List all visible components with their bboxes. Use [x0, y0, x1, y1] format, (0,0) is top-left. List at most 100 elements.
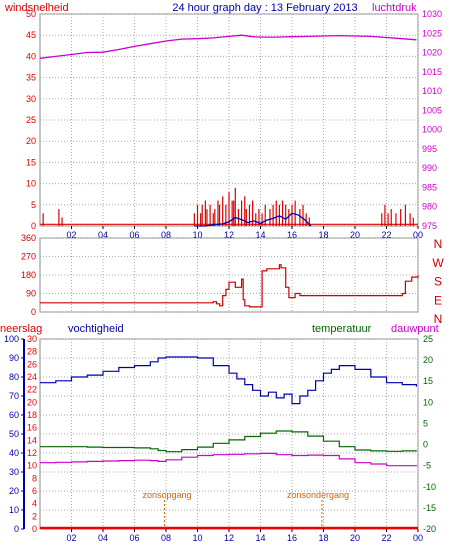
pressure-y-tick-label: 990	[422, 163, 437, 173]
x-tick-label: 16	[287, 533, 297, 543]
humidity-axis-title: vochtigheid	[68, 323, 124, 335]
rain-y-tick-label: 4	[32, 499, 37, 509]
wind-y-tick-label: 25	[26, 115, 36, 125]
x-tick-label: 12	[224, 230, 234, 240]
x-tick-label: 00	[413, 230, 423, 240]
x-tick-label: 04	[98, 230, 108, 240]
x-tick-label: 22	[381, 230, 391, 240]
rain-y-tick-label: 24	[27, 372, 37, 382]
x-tick-label: 08	[161, 230, 171, 240]
pressure-y-tick-label: 1030	[422, 9, 442, 19]
rain-y-tick-label: 16	[27, 423, 37, 433]
rain-axis-title: neerslag	[0, 323, 42, 335]
rain-y-tick-label: 28	[27, 347, 37, 357]
temperature-y-tick-label: 20	[423, 355, 433, 365]
pressure-y-tick-label: 1000	[422, 125, 442, 135]
humidity-y-tick-label: 100	[4, 334, 19, 344]
temperature-y-tick-label: 0	[423, 440, 428, 450]
compass-label: E	[434, 293, 442, 307]
wind-y-tick-label: 20	[26, 136, 36, 146]
x-tick-label: 22	[381, 533, 391, 543]
temperature-y-tick-label: 10	[423, 397, 433, 407]
x-tick-label: 14	[255, 230, 265, 240]
rain-y-tick-label: 8	[32, 473, 37, 483]
wind-y-tick-label: 45	[26, 30, 36, 40]
wind-y-tick-label: 40	[26, 51, 36, 61]
x-tick-label: 08	[161, 533, 171, 543]
wind-y-tick-label: 50	[26, 9, 36, 19]
pressure-y-tick-label: 995	[422, 144, 437, 154]
dewpoint-axis-title: dauwpunt	[391, 323, 439, 335]
pressure-y-tick-label: 975	[422, 221, 437, 231]
pressure-y-tick-label: 1020	[422, 48, 442, 58]
rain-y-tick-label: 2	[32, 511, 37, 521]
pressure-axis-title: luchtdruk	[372, 2, 417, 14]
x-tick-label: 18	[318, 230, 328, 240]
temperature-y-tick-label: 25	[423, 334, 433, 344]
humidity-y-tick-label: 40	[9, 448, 19, 458]
wind-y-tick-label: 10	[26, 179, 36, 189]
temperature-line	[40, 430, 417, 453]
pressure-line	[39, 34, 417, 59]
x-tick-label: 18	[318, 533, 328, 543]
sunrise-label: zonsopgang	[142, 490, 191, 500]
wind-direction-line	[40, 264, 419, 308]
wind-y-tick-label: 30	[26, 94, 36, 104]
humidity-line	[40, 356, 417, 405]
pressure-y-tick-label: 1025	[422, 28, 442, 38]
temperature-y-tick-label: -15	[423, 503, 436, 513]
x-tick-label: 10	[192, 533, 202, 543]
x-tick-label: 14	[255, 533, 265, 543]
humidity-y-tick-label: 20	[9, 486, 19, 496]
x-tick-label: 02	[66, 533, 76, 543]
temperature-y-tick-label: -5	[423, 461, 431, 471]
x-tick-label: 12	[224, 533, 234, 543]
humidity-y-tick-label: 30	[9, 467, 19, 477]
x-tick-label: 04	[98, 533, 108, 543]
rain-y-tick-label: 10	[27, 461, 37, 471]
pressure-y-tick-label: 985	[422, 182, 437, 192]
rain-y-tick-label: 20	[27, 397, 37, 407]
pressure-y-tick-label: 1005	[422, 105, 442, 115]
direction-y-tick-label: 90	[26, 289, 36, 299]
rain-y-tick-label: 12	[27, 448, 37, 458]
x-tick-label: 20	[350, 230, 360, 240]
compass-label: S	[434, 275, 442, 289]
wind-y-tick-label: 0	[31, 221, 36, 231]
direction-y-tick-label: 360	[21, 233, 36, 243]
rain-y-tick-label: 26	[27, 359, 37, 369]
humidity-y-tick-label: 70	[9, 391, 19, 401]
dewpoint-line	[40, 452, 417, 467]
humidity-y-tick-label: 80	[9, 372, 19, 382]
direction-y-tick-label: 0	[31, 307, 36, 317]
average-wind-line	[194, 212, 312, 227]
temperature-y-tick-label: -20	[423, 524, 436, 534]
direction-y-tick-label: 180	[21, 270, 36, 280]
sunset-label: zonsondergang	[287, 490, 349, 500]
temperature-y-tick-label: -10	[423, 482, 436, 492]
x-tick-label: 10	[192, 230, 202, 240]
rain-y-tick-label: 18	[27, 410, 37, 420]
x-tick-label: 02	[66, 230, 76, 240]
wind-y-tick-label: 15	[26, 157, 36, 167]
rain-y-tick-label: 30	[27, 334, 37, 344]
pressure-y-tick-label: 1010	[422, 86, 442, 96]
humidity-y-tick-label: 90	[9, 353, 19, 363]
x-tick-label: 00	[413, 533, 423, 543]
chart-title: 24 hour graph day : 13 February 2013	[172, 2, 357, 14]
rain-y-tick-label: 22	[27, 385, 37, 395]
humidity-y-tick-label: 60	[9, 410, 19, 420]
x-tick-label: 06	[129, 230, 139, 240]
wind-y-tick-label: 5	[31, 200, 36, 210]
temperature-y-tick-label: 5	[423, 418, 428, 428]
humidity-y-tick-label: 0	[14, 524, 19, 534]
temperature-axis-title: temperatuur	[312, 323, 372, 335]
wind-y-tick-label: 35	[26, 73, 36, 83]
rain-y-tick-label: 6	[32, 486, 37, 496]
rain-y-tick-label: 14	[27, 435, 37, 445]
compass-label: N	[434, 312, 443, 326]
humidity-y-tick-label: 10	[9, 505, 19, 515]
x-tick-label: 06	[129, 533, 139, 543]
rain-y-tick-label: 0	[32, 524, 37, 534]
